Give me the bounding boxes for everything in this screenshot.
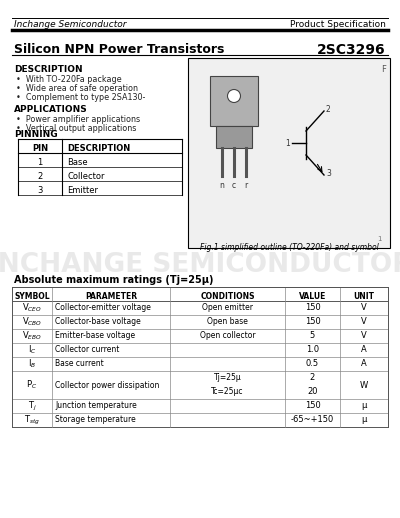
Text: 20: 20 [307,387,318,396]
Text: 150: 150 [305,318,320,326]
Text: P$_{C}$: P$_{C}$ [26,379,38,391]
Text: 150: 150 [305,401,320,410]
Text: 0.5: 0.5 [306,359,319,368]
Text: Inchange Semiconductor: Inchange Semiconductor [14,20,126,29]
Text: -65~+150: -65~+150 [291,415,334,424]
Text: CONDITIONS: CONDITIONS [200,292,255,301]
Text: •  Vertical output applications: • Vertical output applications [16,124,136,133]
Text: Absolute maximum ratings (Tj=25µ): Absolute maximum ratings (Tj=25µ) [14,275,214,285]
Bar [188,58,390,248]
Text: PINNING: PINNING [14,130,58,139]
Text: Junction temperature: Junction temperature [55,401,137,410]
Text: V: V [361,332,367,340]
Text: T$_{stg}$: T$_{stg}$ [24,413,40,426]
Text: APPLICATIONS: APPLICATIONS [14,105,88,114]
Text: Collector-emitter voltage: Collector-emitter voltage [55,304,151,312]
Text: V: V [361,304,367,312]
Text: I$_{B}$: I$_{B}$ [28,358,36,370]
Text: V$_{EBO}$: V$_{EBO}$ [22,330,42,342]
Text: A: A [361,359,367,368]
Text: Collector: Collector [67,172,104,181]
Text: Storage temperature: Storage temperature [55,415,136,424]
Text: Collector power dissipation: Collector power dissipation [55,381,159,390]
Text: Open emitter: Open emitter [202,304,253,312]
Text: PARAMETER: PARAMETER [85,292,137,301]
Text: Collector current: Collector current [55,346,119,354]
Text: Silicon NPN Power Transistors: Silicon NPN Power Transistors [14,43,224,56]
Text: 2: 2 [310,373,315,382]
Text: •  Complement to type 2SA130-: • Complement to type 2SA130- [16,93,145,102]
Text: Base: Base [67,158,88,167]
Text: 2SC3296: 2SC3296 [317,43,386,57]
Text: V$_{CBO}$: V$_{CBO}$ [22,316,42,328]
Text: 1.0: 1.0 [306,346,319,354]
Text: F: F [381,65,386,74]
Bar [216,126,252,148]
Text: 3: 3 [37,186,43,195]
Text: Emitter-base voltage: Emitter-base voltage [55,332,135,340]
Text: 1: 1 [378,236,382,242]
Text: DESCRIPTION: DESCRIPTION [14,65,83,74]
Text: 2: 2 [37,172,43,181]
Text: Base current: Base current [55,359,104,368]
Circle shape [228,90,240,103]
Text: I$_{C}$: I$_{C}$ [28,344,36,356]
Text: c: c [232,181,236,190]
Text: Collector-base voltage: Collector-base voltage [55,318,141,326]
Text: 3: 3 [326,168,331,178]
Text: 1: 1 [37,158,43,167]
Text: INCHANGE SEMICONDUCTOR: INCHANGE SEMICONDUCTOR [0,252,400,278]
Text: Emitter: Emitter [67,186,98,195]
Text: Open base: Open base [207,318,248,326]
Text: Tc=25µc: Tc=25µc [211,387,244,396]
Text: W: W [360,381,368,390]
Bar [210,76,258,126]
Text: •  With TO-220Fa package: • With TO-220Fa package [16,75,122,84]
Text: SYMBOL: SYMBOL [14,292,50,301]
Text: V: V [361,318,367,326]
Text: VALUE: VALUE [299,292,326,301]
Text: •  Power amplifier applications: • Power amplifier applications [16,115,140,124]
Text: 5: 5 [310,332,315,340]
Text: Fig.1 simplified outline (TO-220Fa) and symbol: Fig.1 simplified outline (TO-220Fa) and … [200,243,378,252]
Text: µ: µ [361,401,367,410]
Text: n: n [220,181,224,190]
Text: V$_{CEO}$: V$_{CEO}$ [22,302,42,314]
Text: A: A [361,346,367,354]
Text: 2: 2 [326,105,331,113]
Text: DESCRIPTION: DESCRIPTION [67,144,130,153]
Text: Tj=25µ: Tj=25µ [214,373,241,382]
Text: UNIT: UNIT [354,292,374,301]
Text: 150: 150 [305,304,320,312]
Text: •  Wide area of safe operation: • Wide area of safe operation [16,84,138,93]
Text: r: r [244,181,248,190]
Text: Open collector: Open collector [200,332,255,340]
Text: T$_{j}$: T$_{j}$ [28,399,36,412]
Text: 1: 1 [285,138,290,148]
Text: PIN: PIN [32,144,48,153]
Text: µ: µ [361,415,367,424]
Text: Product Specification: Product Specification [290,20,386,29]
